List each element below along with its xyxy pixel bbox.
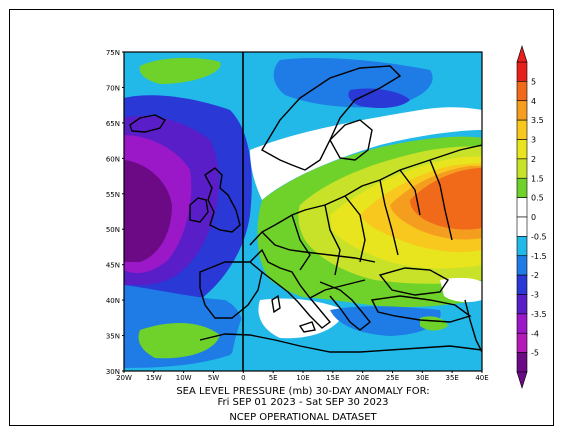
region-green-north bbox=[139, 57, 221, 84]
colorbar-level-label: 4 bbox=[531, 97, 536, 106]
lon-tick-label: 5W bbox=[208, 374, 219, 382]
colorbar-segment bbox=[516, 100, 528, 121]
colorbar-level-label: -5 bbox=[531, 349, 539, 358]
anomaly-field bbox=[124, 52, 482, 371]
lat-tick-label: 60N bbox=[106, 155, 120, 163]
lat-tick-label: 45N bbox=[106, 262, 120, 270]
colorbar-segment bbox=[516, 236, 528, 257]
colorbar-segment bbox=[516, 216, 528, 237]
lon-tick-label: 25E bbox=[386, 374, 399, 382]
coast-balkans bbox=[319, 281, 371, 331]
colorbar-level-label: -4 bbox=[531, 329, 539, 338]
lon-tick-label: 35E bbox=[445, 374, 458, 382]
lat-tick-label: 40N bbox=[106, 297, 120, 305]
lon-tick-label: 20E bbox=[356, 374, 369, 382]
colorbar-segment bbox=[516, 274, 528, 295]
coast-scandinavia bbox=[261, 65, 402, 171]
lon-tick-label: 40E bbox=[475, 374, 488, 382]
colorbar-level-label: 0 bbox=[531, 213, 536, 222]
figure-frame bbox=[9, 9, 554, 426]
region-scandinavia-indigo bbox=[348, 88, 410, 108]
longitude-axis: 20W 15W 10W 5W 0 5E 10E 15E 20E 25E 30E 35E 40E bbox=[116, 371, 489, 382]
colorbar-top-arrow bbox=[516, 44, 528, 63]
lat-tick-label: 30N bbox=[106, 368, 120, 376]
region-west-low-core bbox=[124, 160, 172, 262]
coast-iberia bbox=[199, 261, 263, 319]
lon-tick-label: 10W bbox=[176, 374, 192, 382]
colorbar-segment bbox=[516, 177, 528, 198]
colorbar-segment bbox=[516, 352, 528, 373]
lat-tick-label: 75N bbox=[106, 49, 120, 57]
colorbar-level-label: -2 bbox=[531, 271, 539, 280]
lon-tick-label: 30E bbox=[416, 374, 429, 382]
colorbar-level-label: 1.5 bbox=[531, 174, 544, 183]
coast-iceland bbox=[129, 114, 167, 133]
lon-tick-label: 0 bbox=[241, 374, 245, 382]
caption-dates: Fri SEP 01 2023 - Sat SEP 30 2023 bbox=[217, 397, 389, 408]
border-alps bbox=[261, 231, 376, 263]
lon-tick-label: 20W bbox=[116, 374, 132, 382]
colorbar-level-label: 3.5 bbox=[531, 116, 544, 125]
coast-finland bbox=[329, 119, 373, 161]
colorbar-level-label: 3 bbox=[531, 136, 536, 145]
coast-sardinia bbox=[271, 294, 281, 314]
region-ridge-red-orange bbox=[410, 168, 482, 230]
colorbar-segment bbox=[516, 158, 528, 179]
colorbar-segment bbox=[516, 81, 528, 102]
colorbar-segment bbox=[516, 294, 528, 315]
coast-caspian bbox=[464, 299, 482, 353]
colorbar-segment bbox=[516, 197, 528, 218]
colorbar-bottom-arrow bbox=[516, 371, 528, 390]
coast-turkey bbox=[370, 295, 472, 323]
region-east-white bbox=[440, 277, 482, 303]
colorbar-level-label: -1.5 bbox=[531, 252, 547, 261]
colorbar-segment bbox=[516, 119, 528, 140]
colorbar-segment bbox=[516, 313, 528, 334]
coastlines bbox=[129, 65, 482, 353]
colorbar: 5 4 3.5 3 2 1.5 0.5 0 -0.5 -1.5 -2 -3 -3.5 -4 -5 bbox=[516, 44, 547, 390]
border-danube bbox=[309, 279, 366, 299]
caption-title: SEA LEVEL PRESSURE (mb) 30-DAY ANOMALY F… bbox=[176, 386, 430, 397]
colorbar-level-label: -3 bbox=[531, 291, 539, 300]
lon-tick-label: 5E bbox=[269, 374, 278, 382]
caption-source: NCEP OPERATIONAL DATASET bbox=[229, 412, 377, 423]
coast-ireland bbox=[189, 197, 209, 223]
colorbar-segment bbox=[516, 139, 528, 160]
colorbar-level-label: 5 bbox=[531, 77, 536, 86]
coast-black-sea bbox=[378, 267, 450, 296]
latitude-axis: 75N 70N 65N 60N 55N 50N 45N 40N 35N 30N bbox=[106, 49, 124, 376]
lat-tick-label: 50N bbox=[106, 226, 120, 234]
lat-tick-label: 55N bbox=[106, 191, 120, 199]
colorbar-segment bbox=[516, 255, 528, 276]
colorbar-level-label: 2 bbox=[531, 155, 536, 164]
coast-britain bbox=[204, 167, 241, 233]
colorbar-segment bbox=[516, 61, 528, 82]
coast-sicily bbox=[298, 321, 316, 333]
lon-tick-label: 15W bbox=[146, 374, 162, 382]
colorbar-segment bbox=[516, 332, 528, 353]
coast-north-africa bbox=[199, 333, 482, 353]
colorbar-level-label: 0.5 bbox=[531, 194, 544, 203]
colorbar-level-label: -3.5 bbox=[531, 310, 547, 319]
lat-tick-label: 35N bbox=[106, 333, 120, 341]
colorbar-level-label: -0.5 bbox=[531, 232, 547, 241]
lat-tick-label: 65N bbox=[106, 120, 120, 128]
region-zero-band bbox=[250, 107, 482, 200]
coast-italy-france bbox=[249, 248, 332, 329]
lon-tick-label: 10E bbox=[296, 374, 309, 382]
lon-tick-label: 15E bbox=[326, 374, 339, 382]
region-southwest-green bbox=[138, 323, 220, 359]
lat-tick-label: 70N bbox=[106, 84, 120, 92]
interior-borders bbox=[291, 159, 453, 276]
